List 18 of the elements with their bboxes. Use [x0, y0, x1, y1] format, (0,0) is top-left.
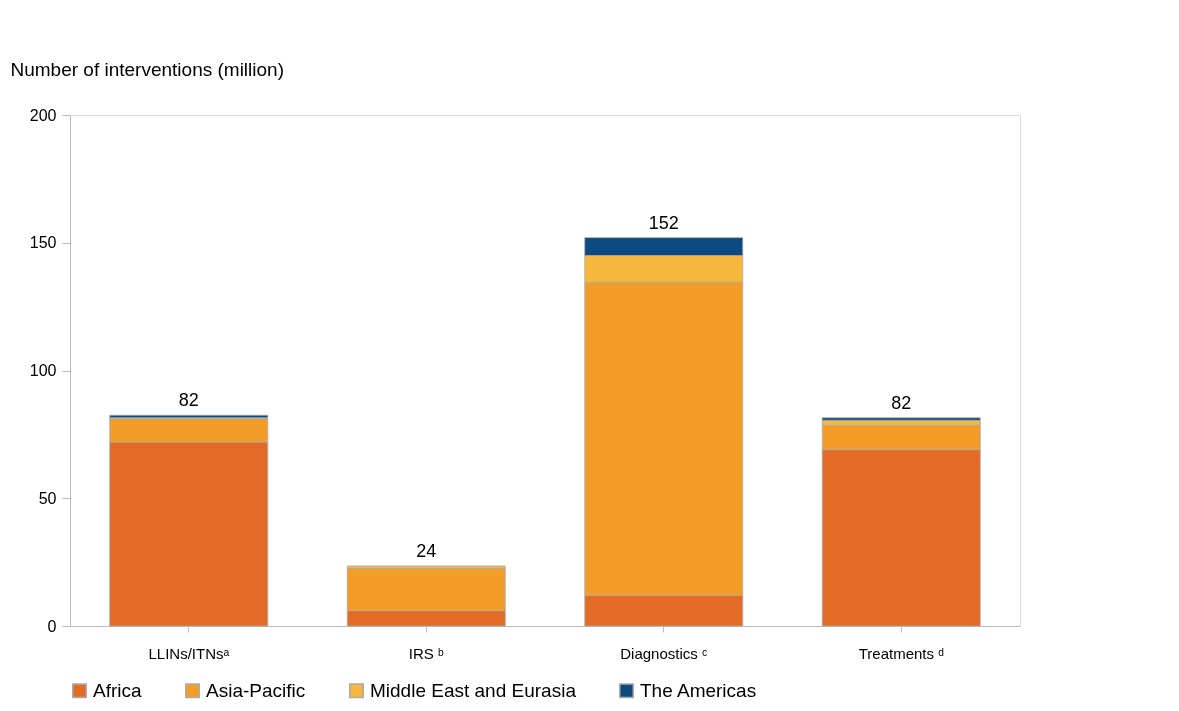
total-label: 82	[891, 392, 912, 413]
x-tick-label: Treatments ᵈ	[858, 644, 945, 662]
y-tick-label: 0	[47, 617, 57, 635]
y-axis-title: Number of interventions (million)	[10, 58, 284, 80]
x-tick-label: LLINs/ITNsᵃ	[148, 644, 230, 662]
total-label: 152	[648, 212, 679, 233]
y-tick-label: 150	[29, 234, 57, 252]
legend-label: Africa	[93, 679, 142, 701]
total-label: 24	[416, 540, 437, 561]
y-tick-label: 200	[29, 106, 57, 124]
y-tick-label: 50	[38, 489, 57, 507]
legend-label: Middle East and Eurasia	[370, 679, 577, 701]
legend-label: Asia-Pacific	[206, 679, 306, 701]
total-label: 82	[178, 390, 199, 411]
x-tick-label: IRS ᵇ	[408, 644, 444, 662]
x-tick-label: Diagnostics ᶜ	[620, 644, 708, 662]
legend-label: The Americas	[640, 679, 757, 701]
y-tick-label: 100	[29, 362, 57, 379]
